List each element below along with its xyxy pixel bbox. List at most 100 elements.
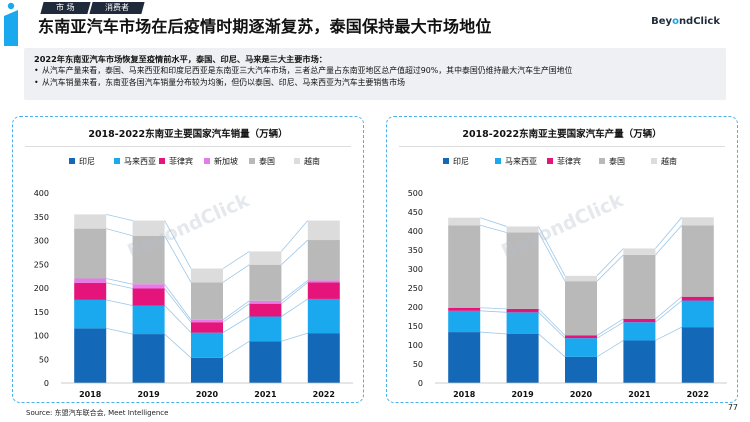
connector-line — [222, 340, 250, 359]
connector-line — [480, 310, 507, 313]
x-tick-label: 2021 — [254, 390, 277, 399]
connector-line — [106, 299, 133, 306]
connector-line — [655, 326, 682, 341]
bar-segment — [191, 332, 223, 358]
bar-segment — [681, 327, 714, 383]
bar-segment — [565, 356, 597, 383]
legend-label: 印尼 — [79, 157, 95, 166]
legend-item: 印尼 — [443, 157, 469, 166]
connector-line — [596, 321, 624, 339]
connector-line — [164, 288, 192, 323]
legend-item: 马来西亚 — [495, 157, 537, 166]
y-tick-label: 500 — [408, 189, 423, 198]
y-tick-label: 50 — [413, 360, 423, 369]
legend-swatch — [114, 158, 120, 164]
legend-label: 菲律宾 — [557, 156, 581, 166]
legend-swatch — [443, 158, 449, 164]
bar-segment — [249, 316, 282, 342]
chart-title: 2018-2022东南亚主要国家汽车销量（万辆） — [25, 124, 351, 147]
y-tick-label: 450 — [408, 208, 423, 217]
legend-label: 泰国 — [609, 156, 625, 166]
connector-line — [596, 340, 624, 358]
bar-segment — [132, 220, 165, 236]
connector-line — [164, 220, 192, 269]
bar-segment — [565, 281, 597, 336]
legend-swatch — [159, 158, 165, 164]
x-tick-label: 2018 — [453, 390, 476, 399]
summary-bullet: 从汽车产量来看，泰国、马来西亚和印度尼西亚是东南亚三大汽车市场，三者总产量占东南… — [34, 65, 716, 77]
bar-segment — [623, 248, 656, 255]
bar-segment — [565, 338, 597, 357]
bar-segment — [307, 240, 340, 281]
bar-segment — [623, 340, 656, 383]
y-tick-label: 100 — [34, 332, 49, 341]
legend-item: 泰国 — [249, 156, 275, 166]
legend-swatch — [547, 158, 553, 164]
summary-bullet: 从汽车销量来看，东南亚各国汽车销量分布较为均衡，但仍以泰国、印尼、马来西亚为汽车… — [34, 77, 716, 89]
x-tick-label: 2020 — [570, 390, 593, 399]
legend-swatch — [495, 158, 501, 164]
legend-item: 菲律宾 — [159, 156, 193, 166]
y-tick-label: 100 — [408, 341, 423, 350]
x-tick-label: 2019 — [137, 390, 160, 399]
connector-line — [222, 300, 250, 321]
bar-segment — [132, 235, 165, 285]
bar-segment — [191, 268, 223, 283]
page-number: 77 — [727, 403, 738, 412]
bar-segment — [191, 322, 223, 333]
legend-item: 泰国 — [599, 156, 625, 166]
y-tick-label: 400 — [408, 227, 423, 236]
connector-line — [222, 316, 250, 333]
bar-segment — [506, 232, 539, 309]
connector-line — [106, 213, 133, 221]
bar-segment — [681, 225, 714, 297]
y-tick-label: 150 — [408, 322, 423, 331]
legend-label: 马来西亚 — [124, 157, 156, 166]
legend-swatch — [249, 158, 255, 164]
legend-swatch — [294, 158, 300, 164]
bar-segment — [448, 307, 481, 311]
bar-segment — [565, 335, 597, 339]
connector-line — [164, 305, 192, 333]
connector-line — [538, 226, 566, 277]
bar-segment — [74, 282, 107, 300]
bar-segment — [132, 305, 165, 335]
legend-item: 菲律宾 — [547, 156, 581, 166]
connector-line — [480, 224, 507, 233]
legend-label: 马来西亚 — [505, 157, 537, 166]
x-tick-label: 2020 — [196, 390, 219, 399]
bar-segment — [307, 280, 340, 283]
connector-line — [281, 220, 309, 252]
bar-segment — [506, 333, 539, 383]
connector-line — [655, 225, 683, 256]
connector-line — [538, 232, 566, 282]
bar-segment — [249, 303, 282, 317]
y-tick-label: 300 — [34, 237, 49, 246]
bar-segment — [307, 333, 340, 383]
bar-segment — [132, 334, 165, 383]
bar-segment — [74, 328, 107, 383]
connector-line — [596, 248, 624, 277]
bar-segment — [74, 278, 107, 283]
bar-segment — [506, 226, 539, 233]
bar-segment — [448, 225, 481, 308]
legend-item: 新加坡 — [204, 156, 238, 166]
y-tick-label: 350 — [408, 246, 423, 255]
bar-segment — [307, 220, 340, 241]
legend-label: 菲律宾 — [169, 156, 193, 166]
bar-segment — [448, 217, 481, 226]
connector-line — [655, 300, 683, 323]
legend-label: 新加坡 — [214, 156, 238, 166]
bar-segment — [681, 300, 714, 328]
legend-label: 泰国 — [259, 156, 275, 166]
x-tick-label: 2018 — [79, 390, 102, 399]
bar-segment — [249, 264, 282, 301]
connector-line — [538, 308, 566, 336]
summary-lead: 2022年东南亚汽车市场恢复至疫情前水平，泰国、印尼、马来是三大主要市场： — [34, 54, 327, 64]
legend-swatch — [69, 158, 75, 164]
y-tick-label: 300 — [408, 265, 423, 274]
bar-segment — [448, 310, 481, 333]
page-title: 东南亚汽车市场在后疫情时期逐渐复苏，泰国保持最大市场地位 — [38, 17, 492, 36]
chart-title: 2018-2022东南亚主要国家汽车产量（万辆） — [399, 124, 725, 147]
bar-segment — [249, 251, 282, 265]
